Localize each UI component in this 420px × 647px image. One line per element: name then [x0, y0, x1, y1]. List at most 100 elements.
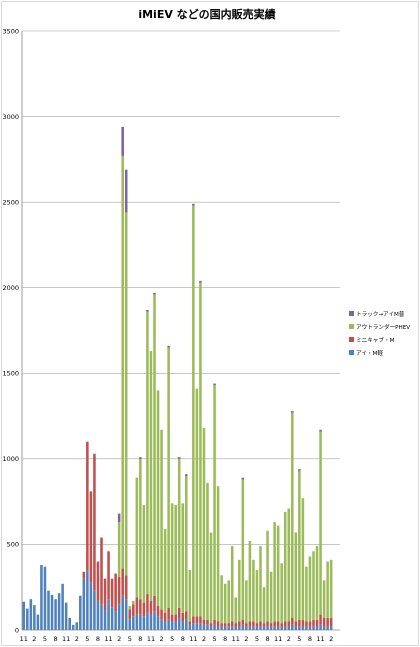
- bar-segment-series-0: [227, 626, 230, 630]
- bar-segment-series-3: [153, 292, 156, 295]
- bar-segment-series-0: [89, 582, 93, 630]
- bar-segment-series-1: [305, 621, 308, 627]
- x-tick-label: 2: [159, 635, 163, 643]
- bar-segment-series-2: [139, 458, 142, 600]
- bar-segment-series-0: [262, 626, 266, 630]
- bar-segment-series-0: [71, 624, 75, 630]
- bar-segment-series-1: [132, 604, 135, 617]
- bar-segment-series-1: [149, 600, 153, 615]
- bar-segment-series-3: [241, 477, 245, 480]
- bar-segment-series-2: [280, 563, 283, 624]
- y-axis-labels: 0 500 1000 1500 2000 2500 3000 3500: [2, 27, 19, 634]
- legend-label: トラック→アイM普: [356, 310, 405, 318]
- bar-segment-series-2: [234, 597, 238, 624]
- x-tick-label: 8: [53, 635, 57, 643]
- bar-segment-series-1: [93, 453, 96, 591]
- y-tick-label: 1500: [2, 370, 19, 378]
- bar-segment-series-2: [142, 505, 146, 603]
- bars: [22, 126, 333, 630]
- bar-segment-series-2: [146, 311, 149, 595]
- bar-segment-series-1: [266, 621, 269, 627]
- bar-segment-series-2: [170, 503, 174, 615]
- bar-segment-series-2: [283, 511, 287, 622]
- x-tick-label: 11: [316, 635, 324, 643]
- bar-segment-series-2: [220, 575, 223, 624]
- bar-segment-series-2: [209, 532, 213, 624]
- bar-segment-series-0: [195, 623, 199, 630]
- bar-segment-series-1: [181, 612, 185, 622]
- bar-segment-series-0: [259, 626, 262, 630]
- bar-segment-series-0: [114, 611, 117, 630]
- bar-segment-series-1: [298, 619, 301, 627]
- x-tick-label: 2: [329, 635, 333, 643]
- bar-segment-series-2: [315, 546, 319, 620]
- bar-segment-series-0: [139, 614, 142, 630]
- bar-segment-series-1: [135, 597, 139, 615]
- bar-segment-series-1: [276, 621, 280, 627]
- legend-swatch: [349, 350, 354, 355]
- x-tick-label: 2: [287, 635, 291, 643]
- legend-swatch: [349, 337, 354, 342]
- x-axis-labels: 11 2 5 8 11 2 5 8 11 2 5 8 11 2 5 8 11 2 5 8 11 2 5 8 11 2 5 8 11 2: [20, 635, 334, 643]
- bar-segment-series-2: [241, 479, 245, 620]
- bar-segment-series-0: [124, 599, 128, 630]
- bar-segment-series-2: [326, 561, 329, 619]
- legend-item: アイ・M軽: [349, 349, 383, 357]
- x-tick-label: 5: [212, 635, 216, 643]
- bar-segment-series-0: [280, 626, 283, 630]
- bar-segment-series-0: [40, 564, 43, 630]
- bar-segment-series-2: [227, 580, 230, 624]
- legend-item: トラック→アイM普: [349, 310, 405, 318]
- legend-item: ミニキャブ・M: [349, 336, 395, 344]
- bar-segment-series-0: [255, 626, 259, 630]
- bar-segment-series-1: [192, 616, 195, 624]
- bar-segment-series-0: [269, 626, 273, 630]
- bar-segment-series-2: [230, 546, 234, 622]
- bar-segment-series-0: [26, 608, 29, 630]
- bar-segment-series-0: [273, 626, 276, 630]
- legend-item: アウトランダーPHEV: [349, 323, 410, 331]
- bar-segment-series-1: [199, 616, 202, 624]
- x-tick-label: 2: [75, 635, 79, 643]
- bar-segment-series-1: [206, 619, 209, 625]
- y-tick-label: 3500: [2, 27, 19, 35]
- bar-segment-series-1: [283, 621, 287, 627]
- bar-segment-series-1: [329, 618, 333, 627]
- bar-segment-series-0: [170, 621, 174, 630]
- bar-segment-series-0: [160, 619, 163, 630]
- legend-label: アウトランダーPHEV: [356, 323, 410, 331]
- bar-segment-series-0: [319, 624, 322, 630]
- x-tick-label: 5: [255, 635, 259, 643]
- bar-segment-series-1: [89, 491, 93, 583]
- x-tick-label: 5: [43, 635, 47, 643]
- bar-segment-series-2: [192, 205, 195, 617]
- x-tick-label: 8: [138, 635, 142, 643]
- bar-segment-series-1: [177, 607, 181, 619]
- bar-segment-series-2: [216, 486, 220, 622]
- bar-segment-series-0: [167, 619, 170, 630]
- gridlines: [22, 30, 340, 545]
- bar-segment-series-2: [167, 347, 170, 608]
- bar-segment-series-0: [305, 626, 308, 630]
- bar-segment-series-0: [298, 626, 301, 630]
- bar-segment-series-0: [283, 626, 287, 630]
- bar-segment-series-0: [107, 599, 110, 630]
- bar-segment-series-1: [156, 606, 160, 617]
- bar-segment-series-2: [319, 431, 322, 615]
- bar-segment-series-0: [142, 616, 146, 630]
- bar-segment-series-0: [252, 626, 255, 630]
- x-tick-label: 5: [297, 635, 301, 643]
- bar-segment-series-2: [149, 351, 153, 601]
- bar-segment-series-1: [280, 623, 283, 627]
- x-tick-label: 11: [62, 635, 70, 643]
- bar-segment-series-2: [312, 551, 315, 620]
- x-tick-label: 11: [147, 635, 155, 643]
- bar-segment-series-2: [202, 428, 206, 620]
- bar-segment-series-1: [312, 619, 315, 627]
- bar-segment-series-1: [273, 621, 276, 627]
- x-tick-label: 2: [202, 635, 206, 643]
- bar-segment-series-0: [312, 626, 315, 630]
- bar-segment-series-1: [230, 621, 234, 627]
- bar-segment-series-1: [241, 619, 245, 625]
- bar-segment-series-1: [146, 594, 149, 613]
